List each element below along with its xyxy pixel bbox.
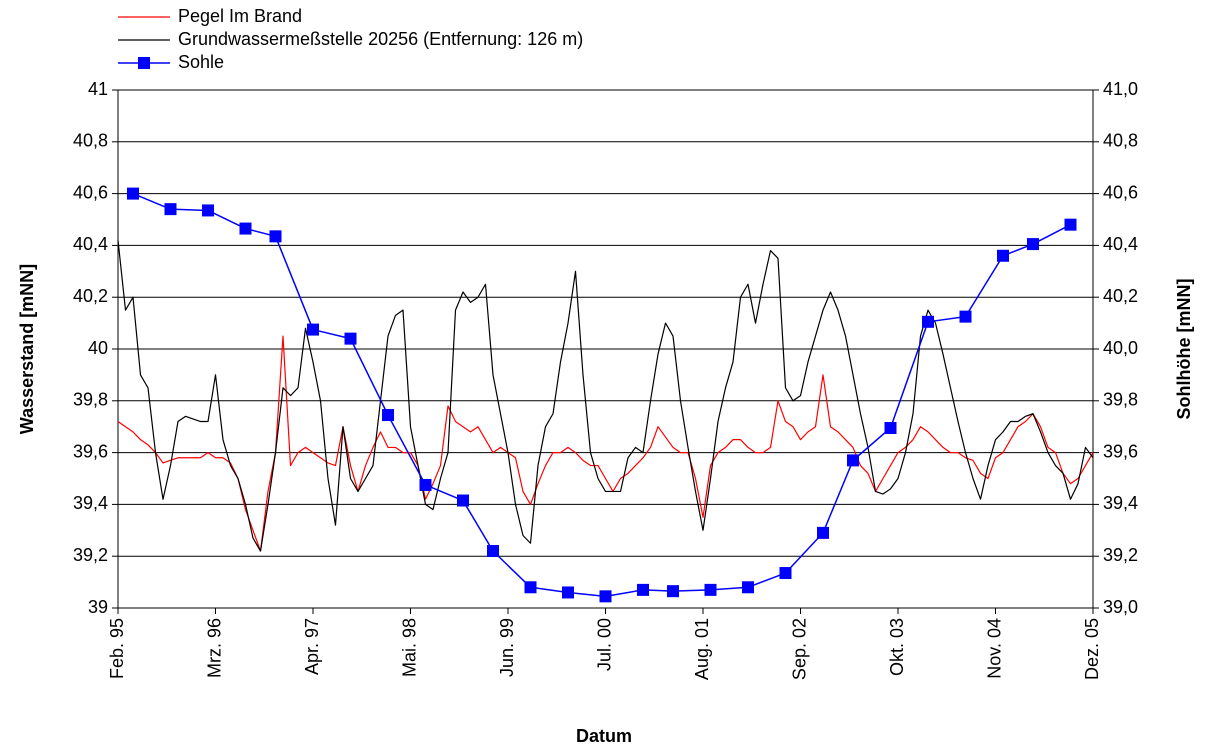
sohle-marker bbox=[742, 581, 754, 594]
y2-tick-label: 39,0 bbox=[1103, 597, 1138, 617]
series-line bbox=[132, 192, 1071, 598]
sohle-marker bbox=[884, 421, 897, 434]
sohle-marker bbox=[959, 310, 972, 323]
sohle-marker bbox=[1027, 238, 1039, 251]
y2-tick-label: 40,8 bbox=[1103, 131, 1138, 151]
y-tick-label: 39,8 bbox=[73, 390, 108, 410]
y2-axis-title: Sohlhöhe [mNN] bbox=[1174, 279, 1194, 420]
x-tick-label: Dez. 05 bbox=[1082, 618, 1102, 680]
series-line bbox=[117, 240, 1094, 552]
y2-tick-label: 39,8 bbox=[1103, 390, 1138, 410]
sohle-marker bbox=[487, 545, 499, 558]
y2-tick-label: 40,6 bbox=[1103, 182, 1138, 202]
sohle-marker bbox=[344, 332, 357, 345]
sohle-marker bbox=[164, 203, 177, 216]
sohle-marker bbox=[847, 454, 859, 467]
y2-tick-label: 39,6 bbox=[1103, 441, 1138, 461]
y2-tick-label: 40,2 bbox=[1103, 286, 1138, 306]
y2-tick-label: 41,0 bbox=[1103, 79, 1138, 99]
sohle-marker bbox=[524, 581, 537, 594]
x-tick-label: Sep. 02 bbox=[789, 618, 809, 680]
sohle-marker bbox=[202, 204, 214, 217]
sohle-marker bbox=[239, 222, 252, 235]
y-tick-label: 39,4 bbox=[73, 493, 108, 513]
sohle-marker bbox=[1064, 218, 1077, 231]
y2-tick-label: 39,2 bbox=[1103, 545, 1138, 565]
x-tick-label: Nov. 04 bbox=[984, 618, 1004, 679]
sohle-marker bbox=[704, 583, 717, 596]
sohle-marker bbox=[127, 187, 139, 200]
x-tick-label: Apr. 97 bbox=[302, 618, 322, 675]
sohle-marker bbox=[779, 567, 792, 580]
series-line bbox=[117, 335, 1094, 552]
sohle-marker bbox=[419, 478, 432, 491]
x-tick-label: Aug. 01 bbox=[692, 618, 712, 680]
legend-label: Sohle bbox=[178, 52, 224, 72]
sohle-marker bbox=[562, 586, 574, 599]
sohle-marker bbox=[382, 409, 394, 422]
x-tick-label: Mrz. 96 bbox=[204, 618, 224, 678]
legend-marker bbox=[138, 57, 150, 69]
y2-tick-label: 40,4 bbox=[1103, 234, 1138, 254]
y2-tick-label: 40,0 bbox=[1103, 338, 1138, 358]
y-tick-label: 40,6 bbox=[73, 182, 108, 202]
legend-label: Pegel Im Brand bbox=[178, 6, 302, 26]
y-tick-label: 39 bbox=[88, 597, 108, 617]
sohle-marker bbox=[922, 315, 934, 328]
sohle-marker bbox=[817, 526, 829, 539]
legend-label: Grundwassermeßstelle 20256 (Entfernung: … bbox=[178, 29, 583, 49]
y-tick-label: 40,8 bbox=[73, 131, 108, 151]
x-tick-label: Jun. 99 bbox=[497, 618, 517, 677]
sohle-marker bbox=[667, 585, 679, 598]
sohle-marker bbox=[307, 323, 319, 336]
y-tick-label: 41 bbox=[88, 79, 108, 99]
y-tick-label: 39,6 bbox=[73, 441, 108, 461]
x-axis-title: Datum bbox=[576, 726, 632, 746]
x-tick-label: Jul. 00 bbox=[594, 618, 614, 671]
sohle-marker bbox=[997, 249, 1009, 262]
sohle-marker bbox=[457, 494, 469, 507]
y2-tick-label: 39,4 bbox=[1103, 493, 1138, 513]
x-tick-label: Feb. 95 bbox=[107, 618, 127, 679]
y-tick-label: 40,4 bbox=[73, 234, 108, 254]
sohle-marker bbox=[637, 583, 649, 596]
y-tick-label: 40 bbox=[88, 338, 108, 358]
x-tick-label: Okt. 03 bbox=[887, 618, 907, 676]
x-tick-label: Mai. 98 bbox=[399, 618, 419, 677]
y-axis-title: Wasserstand [mNN] bbox=[17, 264, 37, 434]
y-tick-label: 39,2 bbox=[73, 545, 108, 565]
y-tick-label: 40,2 bbox=[73, 286, 108, 306]
sohle-marker bbox=[599, 590, 612, 603]
sohle-marker bbox=[269, 230, 282, 243]
